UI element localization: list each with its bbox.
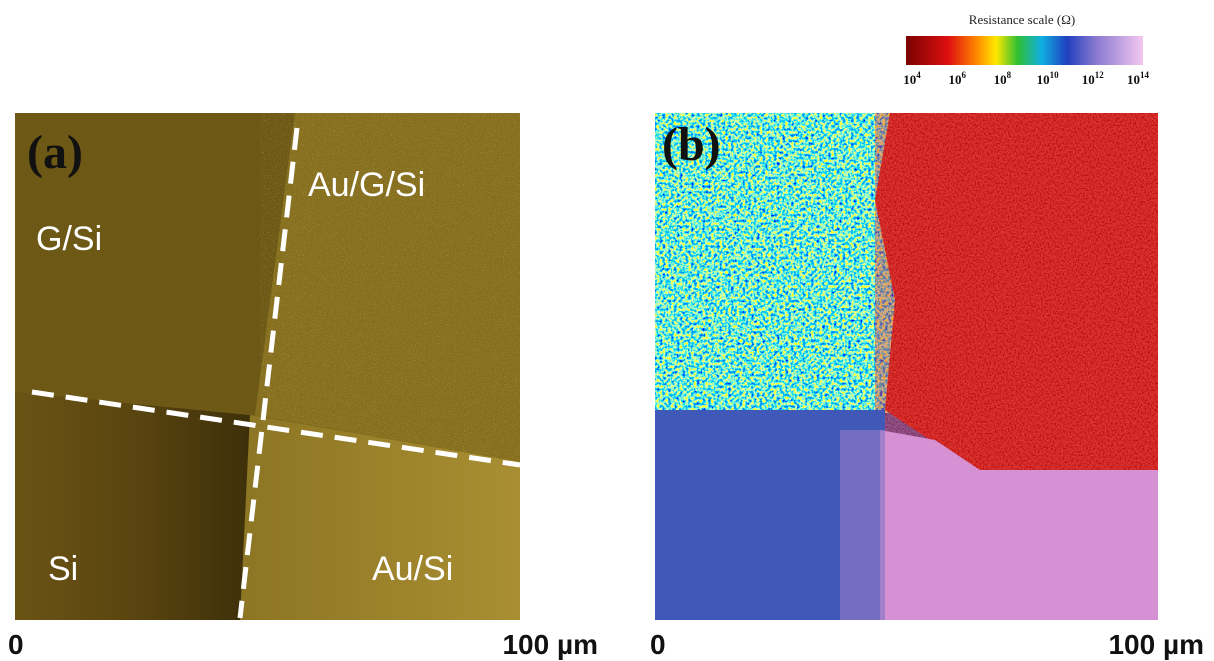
colorbar [906,36,1143,65]
panel-b [655,113,1158,620]
colorbar-title: Resistance scale (Ω) [969,12,1075,27]
gold-particles [260,113,520,463]
colorbar-tick-label: 1012 [1082,70,1105,87]
tick-exponent: 12 [1095,70,1105,80]
axis-start: 0 [8,629,24,660]
panel-a: (a) G/Si Au/G/Si Si Au/Si 0 100 µm [8,113,598,660]
colorbar-tick-label: 1014 [1127,70,1150,87]
colorbar-tick-label: 1010 [1037,70,1060,87]
colorbar-tick-label: 108 [994,70,1012,87]
axis-start: 0 [650,629,666,660]
panel-label: (a) [27,126,83,179]
tick-base: 10 [1037,72,1050,87]
region-au-si [240,415,520,620]
region-g-si [15,113,295,415]
axis-end: 100 µm [1108,629,1204,660]
region-mixed [655,113,895,413]
tick-base: 10 [903,72,916,87]
tick-exponent: 10 [1050,70,1060,80]
region-pink [880,430,1158,620]
tick-base: 10 [1127,72,1140,87]
region-si [15,392,250,620]
tick-exponent: 6 [961,70,966,80]
colorbar-tick-label: 106 [948,70,966,87]
tick-base: 10 [948,72,961,87]
panel-label: (b) [662,118,721,171]
region-label: Au/G/Si [308,166,425,204]
region-label: G/Si [36,220,102,258]
tick-base: 10 [994,72,1007,87]
region-label: Si [48,550,78,588]
boundaries [31,127,521,619]
tick-exponent: 14 [1140,70,1150,80]
tick-exponent: 4 [916,70,921,80]
colorbar-ticks: 104 106 108 1010 1012 1014 [903,70,1149,87]
colorbar-tick-label: 104 [903,70,921,87]
transition [840,430,885,620]
region-label: Au/Si [372,550,453,588]
axis-end: 100 µm [502,629,598,660]
red-texture [875,113,1158,470]
tick-exponent: 8 [1007,70,1012,80]
tick-base: 10 [1082,72,1095,87]
